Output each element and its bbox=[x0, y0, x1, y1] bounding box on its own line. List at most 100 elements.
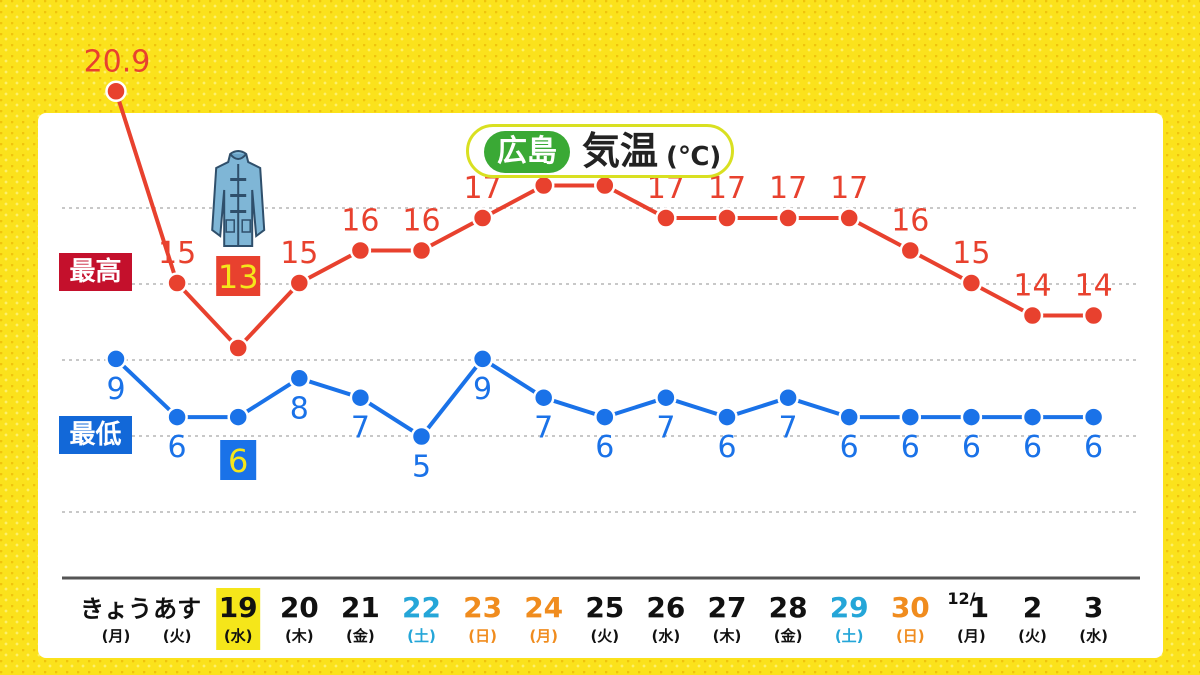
day-label: 23 bbox=[463, 591, 502, 624]
chart-title: 気温 bbox=[582, 129, 659, 173]
high-point bbox=[227, 337, 249, 359]
high-point bbox=[349, 239, 372, 262]
day-label: 24 bbox=[524, 591, 563, 624]
high-point bbox=[655, 207, 677, 229]
weekday-label: (月) bbox=[529, 627, 558, 645]
low-value-label: 7 bbox=[351, 411, 370, 446]
low-point bbox=[288, 367, 311, 390]
high-point bbox=[594, 174, 616, 197]
month-label: 12/ bbox=[947, 589, 975, 608]
low-point bbox=[471, 348, 494, 370]
low-point bbox=[349, 386, 372, 409]
low-value-label: 7 bbox=[779, 411, 798, 446]
weekday-label: (木) bbox=[285, 627, 314, 645]
low-value-label: 6 bbox=[595, 430, 614, 465]
low-value-label: 8 bbox=[290, 391, 309, 426]
weekday-label: (火) bbox=[590, 627, 619, 645]
low-value-label: 6 bbox=[228, 442, 248, 480]
high-point bbox=[960, 272, 983, 294]
high-value-label: 14 bbox=[1013, 269, 1051, 304]
low-point bbox=[1021, 406, 1044, 428]
series-tag-low: 最低 bbox=[59, 416, 132, 454]
highlight-day-box bbox=[216, 588, 261, 650]
day-label: 22 bbox=[402, 591, 441, 624]
low-value-label: 6 bbox=[962, 430, 981, 465]
title-unit: (℃) bbox=[666, 142, 722, 172]
low-point bbox=[166, 406, 188, 428]
series-tag-high: 最高 bbox=[59, 253, 132, 291]
highlight-label-box-high bbox=[216, 256, 261, 296]
low-value-label: 9 bbox=[106, 372, 125, 407]
low-point bbox=[594, 406, 616, 428]
high-value-label: 15 bbox=[158, 236, 196, 271]
day-label: 30 bbox=[891, 591, 930, 624]
high-value-label: 15 bbox=[280, 236, 318, 271]
high-value-label: 13 bbox=[218, 258, 259, 296]
low-value-label: 6 bbox=[717, 430, 736, 465]
low-value-label: 6 bbox=[1084, 430, 1103, 465]
weekday-label: (水) bbox=[1079, 627, 1108, 645]
high-point bbox=[777, 207, 799, 229]
day-label: 20 bbox=[280, 591, 319, 624]
weekday-label: (日) bbox=[896, 627, 925, 645]
high-value-label: 16 bbox=[891, 204, 929, 239]
low-point bbox=[532, 386, 555, 409]
low-point bbox=[777, 386, 799, 409]
low-value-label: 7 bbox=[534, 411, 553, 446]
day-label: 1 bbox=[970, 591, 989, 624]
high-value-label: 20.9 bbox=[84, 44, 151, 79]
low-point bbox=[1082, 406, 1105, 428]
weekday-label: (月) bbox=[102, 627, 131, 645]
high-point bbox=[1082, 304, 1105, 327]
low-value-label: 9 bbox=[473, 372, 492, 407]
low-point bbox=[410, 425, 433, 448]
high-point bbox=[532, 174, 555, 197]
weekday-label: (日) bbox=[468, 627, 497, 645]
day-label: きょう bbox=[80, 595, 152, 623]
weekday-label: (水) bbox=[224, 627, 253, 645]
low-value-label: 6 bbox=[840, 430, 859, 465]
low-value-label: 5 bbox=[412, 450, 431, 485]
high-value-label: 14 bbox=[1075, 269, 1113, 304]
day-label: 27 bbox=[708, 591, 747, 624]
weekday-label: (火) bbox=[163, 627, 192, 645]
weekday-label: (金) bbox=[774, 627, 803, 645]
weekday-label: (火) bbox=[1018, 627, 1047, 645]
city-badge: 広島 bbox=[484, 131, 570, 173]
day-label: 28 bbox=[769, 591, 808, 624]
day-label: 19 bbox=[219, 591, 258, 624]
high-point bbox=[716, 207, 738, 229]
low-value-label: 6 bbox=[168, 430, 187, 465]
day-label: 21 bbox=[341, 591, 380, 624]
low-value-label: 6 bbox=[1023, 430, 1042, 465]
high-point bbox=[838, 207, 860, 229]
low-value-label: 6 bbox=[901, 430, 920, 465]
low-point bbox=[716, 406, 738, 428]
coat-icon bbox=[211, 150, 266, 247]
low-point bbox=[105, 348, 127, 370]
low-point bbox=[655, 386, 677, 409]
high-point bbox=[471, 207, 494, 229]
high-point bbox=[166, 272, 188, 294]
highlight-label-box-low bbox=[220, 440, 257, 480]
low-point bbox=[899, 406, 922, 428]
low-point bbox=[838, 406, 860, 428]
high-value-label: 16 bbox=[341, 204, 379, 239]
low-point bbox=[960, 406, 983, 428]
high-value-label: 17 bbox=[769, 171, 807, 206]
high-point bbox=[410, 239, 433, 262]
day-label: 2 bbox=[1023, 591, 1042, 624]
weekday-label: (土) bbox=[835, 627, 864, 645]
weekday-label: (土) bbox=[407, 627, 436, 645]
low-value-label: 7 bbox=[656, 411, 675, 446]
day-label: 26 bbox=[646, 591, 685, 624]
weekday-label: (金) bbox=[346, 627, 375, 645]
day-label: 25 bbox=[585, 591, 624, 624]
low-point bbox=[227, 406, 249, 428]
high-point bbox=[105, 80, 127, 102]
weekday-label: (月) bbox=[957, 627, 986, 645]
high-value-label: 15 bbox=[952, 236, 990, 271]
high-point bbox=[288, 272, 311, 294]
day-label: あす bbox=[153, 595, 201, 623]
